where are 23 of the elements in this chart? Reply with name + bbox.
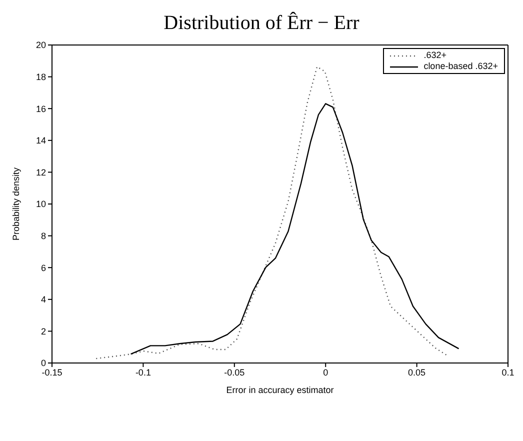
- x-tick-label: -0.15: [42, 367, 62, 378]
- y-tick-label: 4: [40, 294, 46, 305]
- y-tick-label: 0: [40, 358, 46, 368]
- y-tick-label: 16: [36, 104, 46, 114]
- legend-label: clone-based .632+: [424, 61, 498, 72]
- y-tick-label: 10: [36, 199, 46, 210]
- y-axis-title: Probability density: [11, 166, 22, 241]
- line-series: [130, 103, 460, 355]
- y-tick-label: 14: [36, 136, 46, 146]
- y-tick-label: 18: [36, 72, 46, 82]
- x-tick-label: -0.1: [135, 367, 151, 378]
- legend-label: .632+: [424, 50, 446, 61]
- x-tick-label: -0.05: [224, 367, 245, 378]
- y-tick-label: 6: [40, 262, 46, 273]
- chart-title: Distribution of Êrr − Err: [162, 10, 360, 36]
- x-tick-label: 0: [323, 367, 328, 378]
- y-tick-label: 2: [40, 326, 46, 336]
- x-tick-label: 0.05: [408, 367, 426, 378]
- x-tick-label: 0.1: [502, 367, 514, 378]
- y-tick-label: 20: [36, 40, 46, 50]
- x-axis-title: Error in accuracy estimator: [226, 385, 334, 395]
- y-tick-label: 8: [40, 230, 46, 241]
- y-tick-label: 12: [36, 167, 46, 178]
